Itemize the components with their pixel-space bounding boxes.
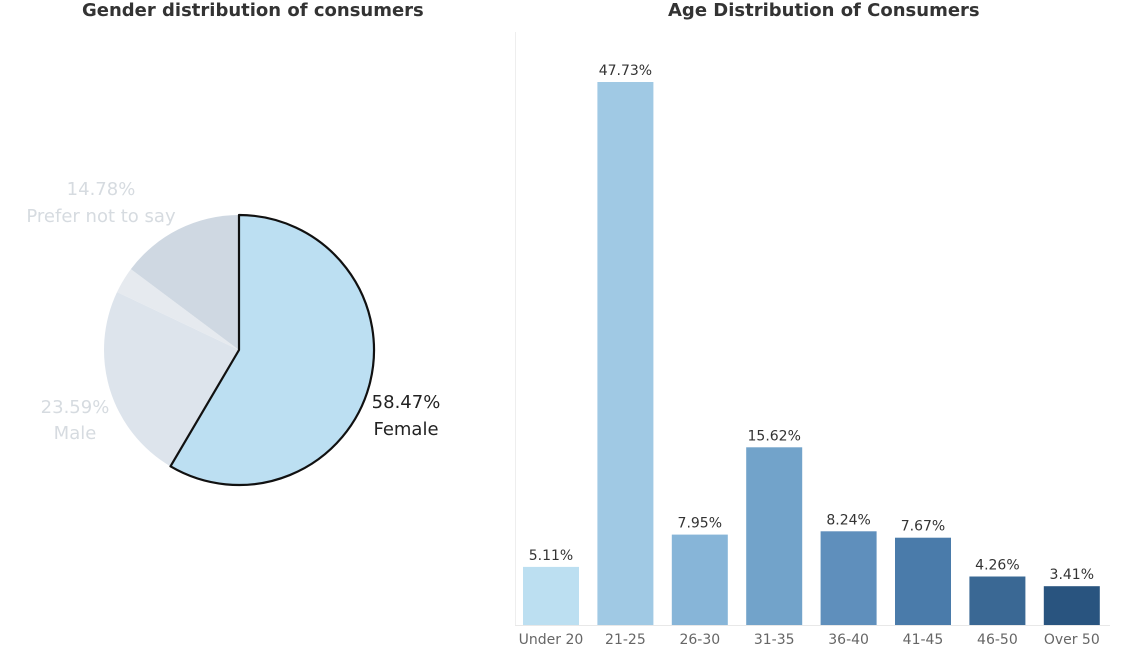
bar-36-40 — [821, 531, 877, 625]
bar-41-45 — [895, 538, 951, 625]
x-tick-label-over-50: Over 50 — [1044, 632, 1100, 648]
x-tick-label-41-45: 41-45 — [903, 632, 944, 648]
bar-value-label-26-30: 7.95% — [678, 516, 722, 532]
bar-over-50 — [1044, 586, 1100, 625]
x-tick-label-31-35: 31-35 — [754, 632, 795, 648]
bar-under-20 — [523, 567, 579, 625]
bar-value-label-41-45: 7.67% — [901, 519, 945, 535]
bar-value-label-over-50: 3.41% — [1050, 567, 1094, 583]
bar-31-35 — [746, 447, 802, 625]
x-tick-label-under-20: Under 20 — [519, 632, 584, 648]
bar-46-50 — [969, 577, 1025, 626]
bar-value-label-31-35: 15.62% — [748, 428, 801, 444]
bar-value-label-under-20: 5.11% — [529, 548, 573, 564]
bar-21-25 — [597, 82, 653, 625]
x-tick-label-21-25: 21-25 — [605, 632, 646, 648]
x-tick-label-36-40: 36-40 — [828, 632, 869, 648]
bar-value-label-46-50: 4.26% — [975, 558, 1019, 574]
bar-26-30 — [672, 535, 728, 625]
x-tick-label-26-30: 26-30 — [679, 632, 720, 648]
bar-value-label-36-40: 8.24% — [826, 512, 870, 528]
x-tick-label-46-50: 46-50 — [977, 632, 1018, 648]
bar-value-label-21-25: 47.73% — [599, 63, 652, 79]
